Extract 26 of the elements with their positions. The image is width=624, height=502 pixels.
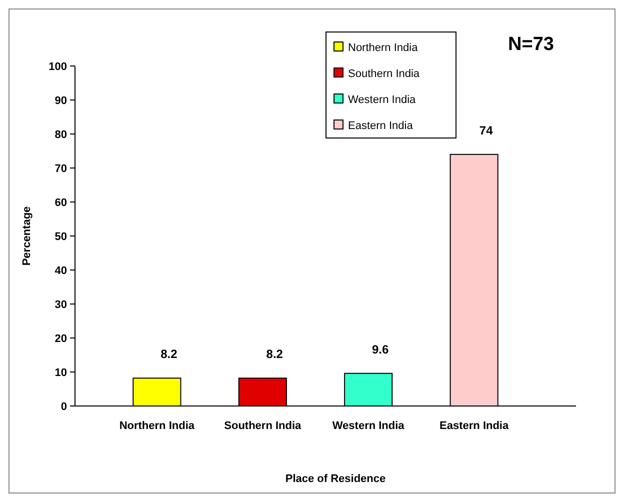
x-tick-label: Eastern India: [440, 420, 510, 432]
y-tick-label: 10: [54, 367, 67, 379]
legend-label: Eastern India: [348, 120, 414, 132]
y-tick-label: 70: [54, 163, 67, 175]
x-tick-label: Southern India: [224, 420, 302, 432]
legend-label: Northern India: [348, 42, 419, 54]
x-axis-title: Place of Residence: [285, 473, 386, 485]
x-tick-label: Western India: [332, 420, 406, 432]
y-tick-label: 30: [54, 299, 67, 311]
legend-label: Southern India: [348, 68, 420, 80]
data-label: 8.2: [266, 347, 284, 362]
y-tick-label: 40: [54, 265, 67, 277]
text: N=73: [508, 34, 554, 55]
data-label: 8.2: [160, 347, 178, 362]
y-tick-label: 90: [54, 95, 67, 107]
x-tick-label: Northern India: [119, 420, 196, 432]
data-label: 74: [479, 123, 494, 138]
y-tick-label: 60: [54, 197, 67, 209]
data-label: 9.6: [372, 342, 390, 356]
y-tick-label: 0: [60, 401, 67, 413]
legend-label: Western India: [348, 94, 417, 106]
y-tick-label: 50: [54, 231, 67, 243]
y-tick-label: 20: [54, 333, 67, 345]
y-axis-title: Percentage: [21, 206, 33, 266]
y-tick-label: 80: [54, 129, 67, 141]
y-tick-label: 100: [48, 61, 67, 73]
